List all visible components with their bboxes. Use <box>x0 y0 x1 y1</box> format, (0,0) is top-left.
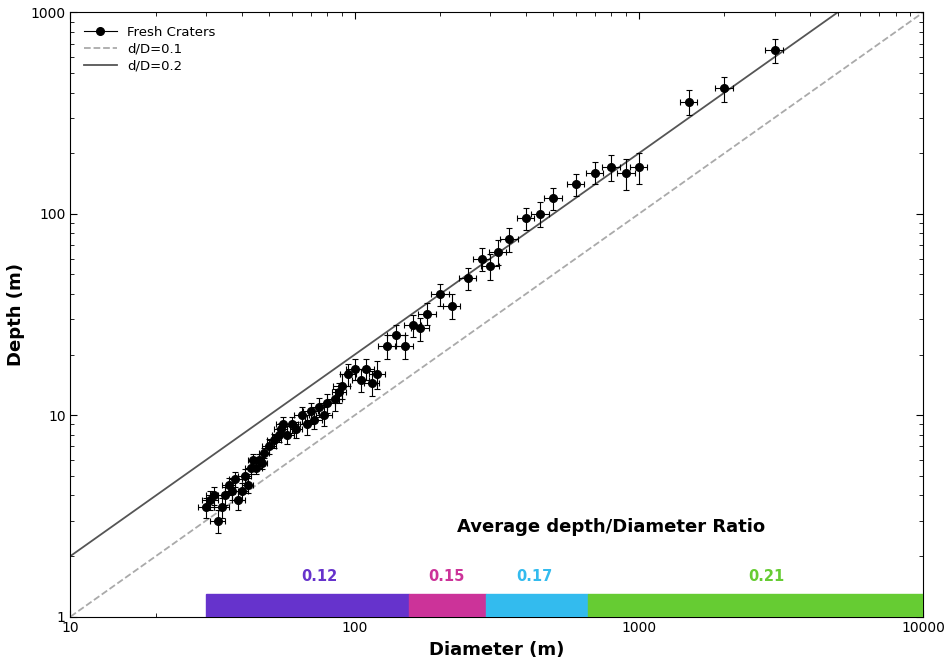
Y-axis label: Depth (m): Depth (m) <box>7 263 25 366</box>
Bar <box>206 593 408 617</box>
Text: 0.15: 0.15 <box>428 569 465 584</box>
X-axis label: Diameter (m): Diameter (m) <box>429 641 565 659</box>
Bar <box>587 593 923 617</box>
Legend: Fresh Craters, d/D=0.1, d/D=0.2: Fresh Craters, d/D=0.1, d/D=0.2 <box>77 19 222 79</box>
Text: 0.21: 0.21 <box>748 569 784 584</box>
Text: 0.12: 0.12 <box>301 569 337 584</box>
Bar <box>408 593 486 617</box>
Text: 0.17: 0.17 <box>517 569 553 584</box>
Text: Average depth/Diameter Ratio: Average depth/Diameter Ratio <box>457 519 765 537</box>
Bar <box>486 593 587 617</box>
